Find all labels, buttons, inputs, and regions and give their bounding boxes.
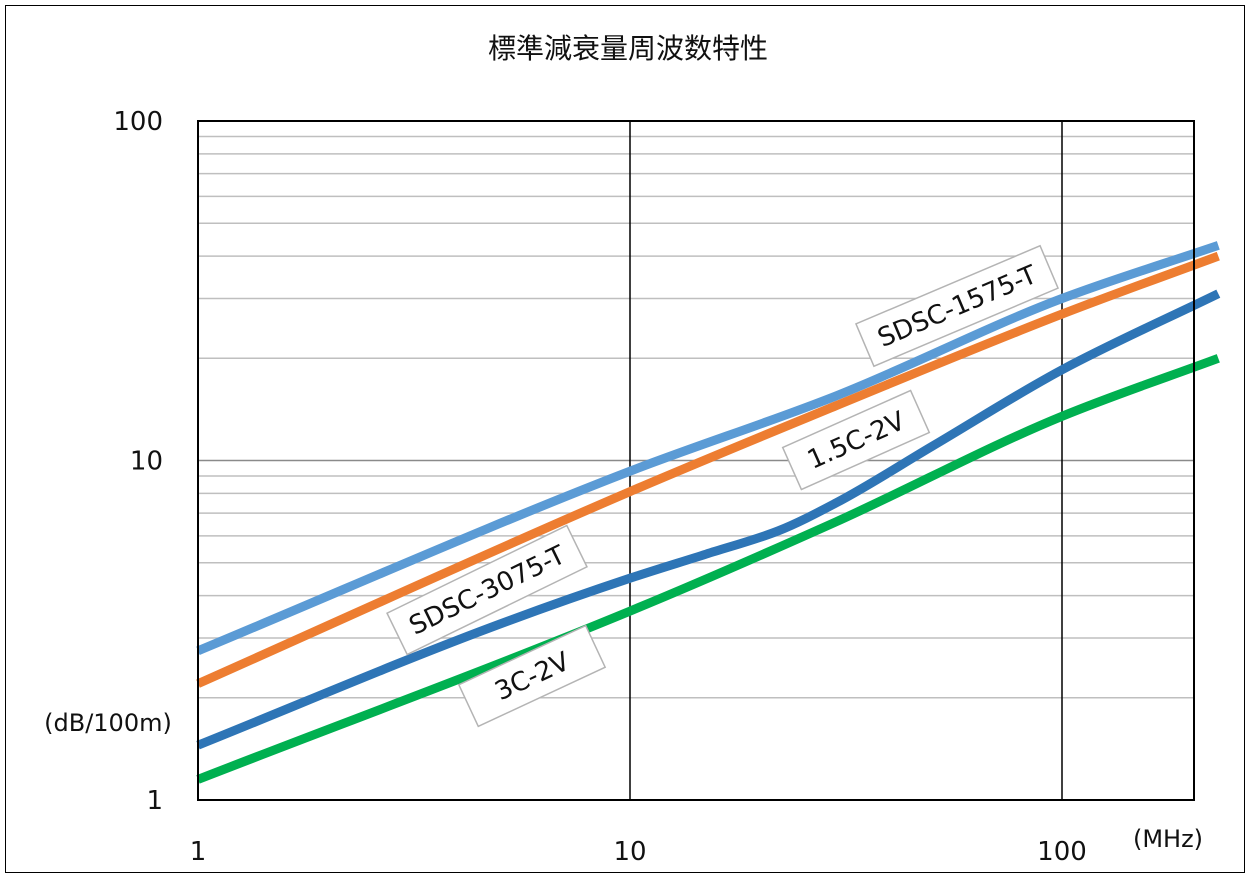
y-tick-label: 10 (130, 447, 163, 477)
callout-box (386, 524, 588, 656)
callout-box (781, 389, 931, 491)
x-axis-unit-label: (MHz) (1133, 825, 1203, 853)
chart-title: 標準減衰量周波数特性 (488, 32, 768, 65)
series-callout-3c-2v: 3C-2V (457, 624, 607, 728)
x-tick-label: 100 (1037, 837, 1087, 867)
series-line-1-5c-2v (196, 251, 1220, 688)
series-line-sdsc-1575-t (196, 241, 1220, 655)
y-tick-label: 1 (146, 786, 163, 816)
y-tick-label: 100 (113, 107, 163, 137)
series-line-3c-2v (196, 354, 1220, 784)
chart-frame (5, 5, 1245, 873)
callout-box (457, 624, 607, 728)
series-line-sdsc-3075-t (196, 289, 1221, 750)
x-tick-label: 10 (613, 837, 646, 867)
callout-box (854, 244, 1060, 368)
series-callout-sdsc-1575-t: SDSC-1575-T (854, 244, 1060, 368)
plot-area-border (197, 120, 1195, 801)
x-tick-label: 1 (190, 837, 207, 867)
y-axis-unit-label: (dB/100m) (44, 709, 172, 737)
series-layer (196, 241, 1221, 784)
tick-label-layer: 1 10 100 1 10 100 (113, 107, 1086, 867)
